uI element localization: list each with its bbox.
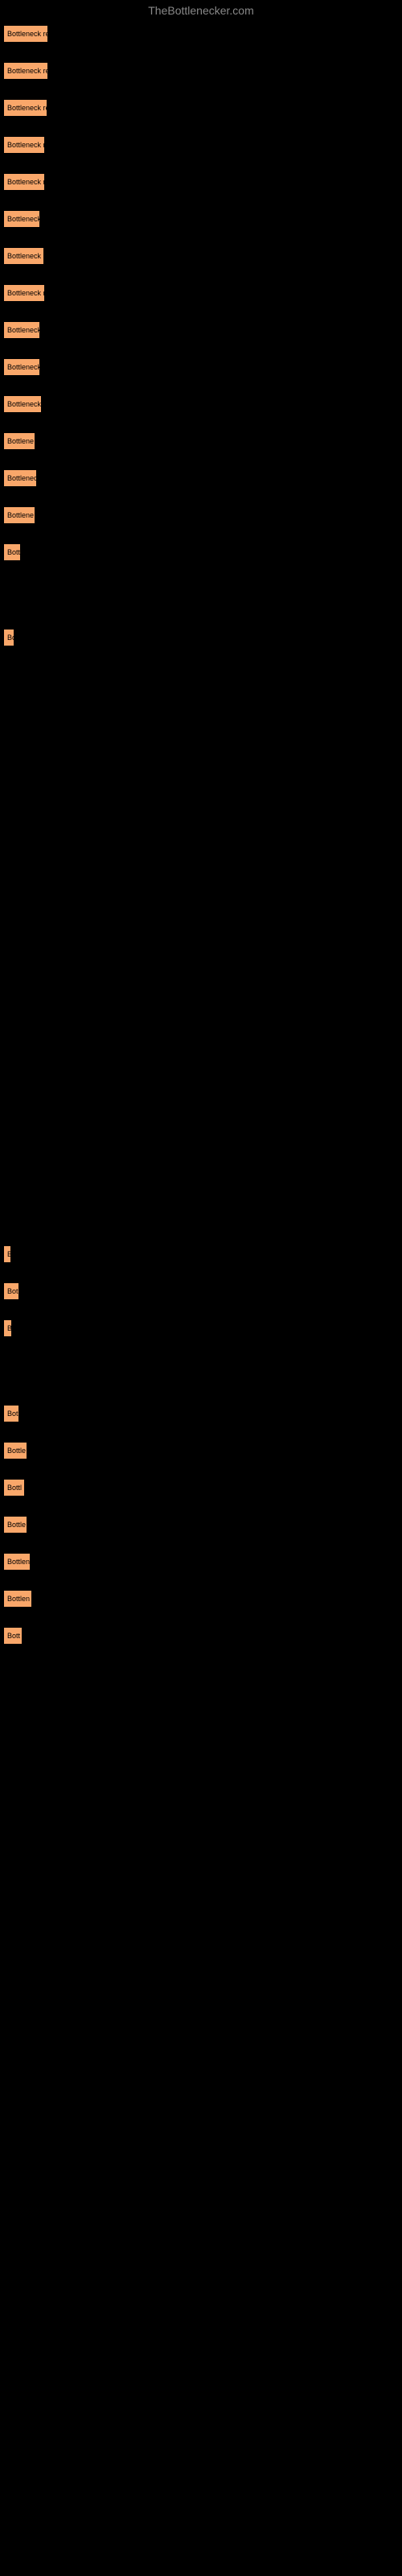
bar: Bott [3, 1627, 23, 1645]
bar-chart-container: Bottleneck re Bottleneck re Bottleneck re B… [0, 25, 402, 1645]
watermark-text: TheBottlenecker.com [0, 0, 402, 25]
spacer [0, 580, 402, 629]
bar-row: Bottleneck r [0, 247, 402, 265]
bar: Bottlen [3, 1553, 31, 1571]
bar: Bottlene [3, 432, 35, 450]
bar-row: Bottleneck re [0, 25, 402, 43]
spacer [0, 1356, 402, 1405]
bar: Bottleneck r [3, 247, 44, 265]
bar: Bott [3, 543, 21, 561]
bar-row: Bottle [0, 1442, 402, 1459]
bar: Bottl [3, 1479, 25, 1496]
bar-row: Bottlene [0, 432, 402, 450]
bar-row: Bott [0, 543, 402, 561]
bar-row: Bottleneck r [0, 284, 402, 302]
bar: Bot [3, 1405, 19, 1422]
bar: Bottleneck r [3, 284, 45, 302]
bar-row: Bot [0, 1282, 402, 1300]
bar-row: Bottleneck re [0, 99, 402, 117]
bar: Bottle [3, 1442, 27, 1459]
bar: Bottleneck [3, 321, 40, 339]
bar-row: Bottleneck re [0, 62, 402, 80]
bar: Bot [3, 1282, 19, 1300]
spacer [0, 666, 402, 1245]
bar: Bottlenec [3, 469, 37, 487]
bar-row: Bottl [0, 1479, 402, 1496]
bar: Bottleneck re [3, 62, 48, 80]
bar-row: Bottleneck [0, 210, 402, 228]
bar-row: Bott [0, 1627, 402, 1645]
bar-row: Bot [0, 1405, 402, 1422]
bar-row: Bottlen [0, 1590, 402, 1608]
bar: Bottlene [3, 506, 35, 524]
bar-row: Bottlenec [0, 469, 402, 487]
bar: Bottleneck [3, 395, 42, 413]
bar-row: Bottleneck [0, 321, 402, 339]
bar-row: Bottlene [0, 506, 402, 524]
bar: Bottleneck r [3, 173, 45, 191]
bar: Bottleneck [3, 210, 40, 228]
bar-row: Bottle [0, 1516, 402, 1534]
bar: Bottleneck r [3, 136, 45, 154]
bar: Bottleneck re [3, 25, 48, 43]
bar: Bottleneck re [3, 99, 47, 117]
bar-row: B [0, 1245, 402, 1263]
bar: Bottlen [3, 1590, 32, 1608]
bar-row: Bo [0, 629, 402, 646]
bar-row: Bottleneck [0, 358, 402, 376]
bar: Bottleneck [3, 358, 40, 376]
bar-row: Bottleneck [0, 395, 402, 413]
bar: Bo [3, 629, 14, 646]
bar: B [3, 1245, 11, 1263]
bar-row: Bottleneck r [0, 136, 402, 154]
bar-row: B [0, 1319, 402, 1337]
bar: B [3, 1319, 12, 1337]
bar-row: Bottlen [0, 1553, 402, 1571]
bar-row: Bottleneck r [0, 173, 402, 191]
bar: Bottle [3, 1516, 27, 1534]
